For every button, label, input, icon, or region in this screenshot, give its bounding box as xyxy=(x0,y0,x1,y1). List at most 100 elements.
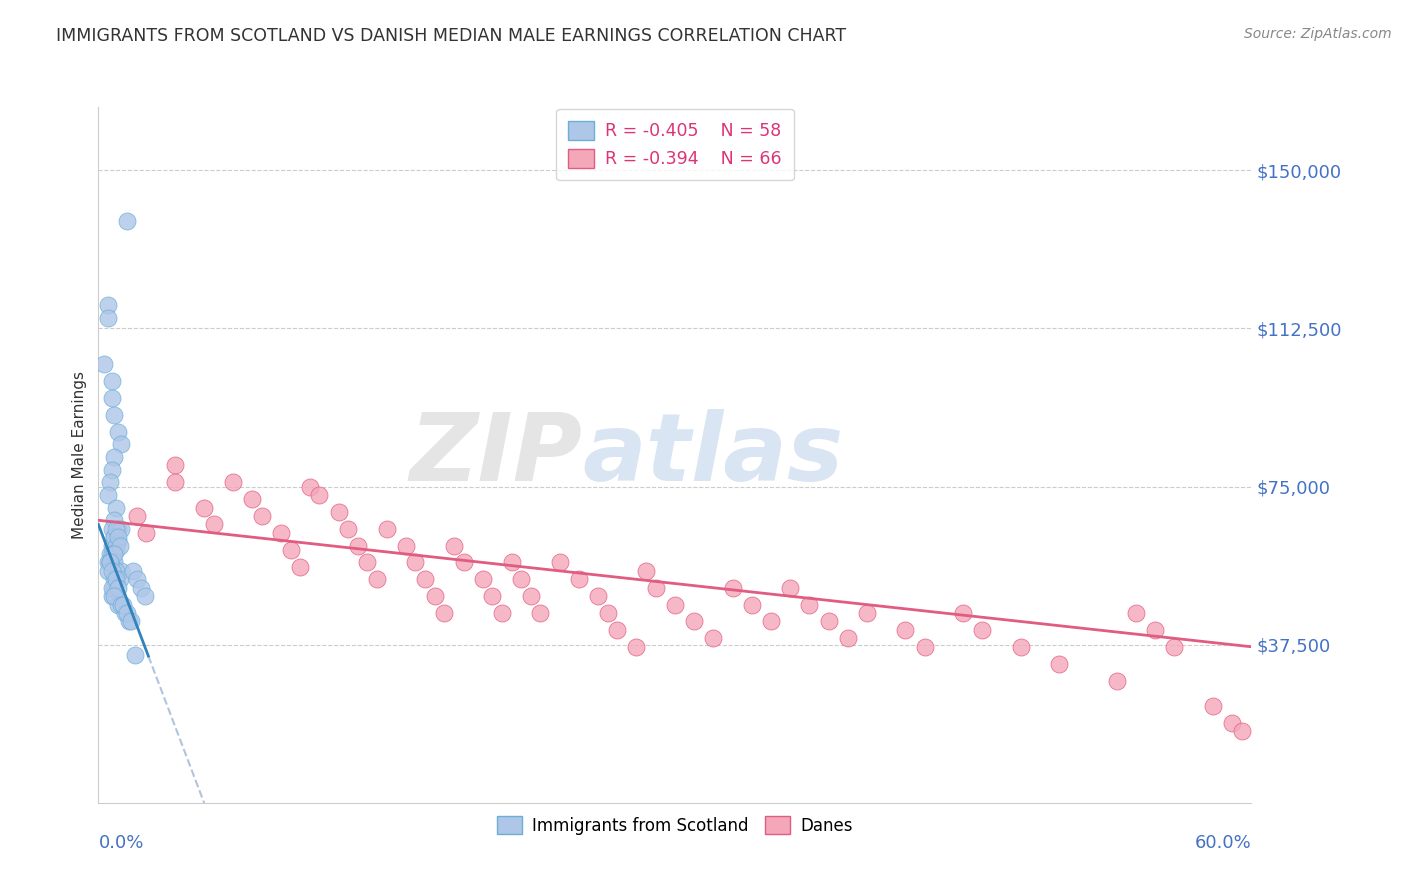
Point xyxy=(107,425,129,439)
Point xyxy=(433,606,456,620)
Point xyxy=(520,589,543,603)
Y-axis label: Median Male Earnings: Median Male Earnings xyxy=(72,371,87,539)
Point xyxy=(337,522,360,536)
Point xyxy=(120,615,142,629)
Point xyxy=(101,539,124,553)
Point xyxy=(103,547,125,561)
Point xyxy=(423,589,446,603)
Point xyxy=(308,488,330,502)
Point xyxy=(112,598,135,612)
Point xyxy=(405,556,427,570)
Point xyxy=(165,475,187,490)
Point xyxy=(93,357,115,371)
Point xyxy=(101,522,124,536)
Point xyxy=(97,310,120,325)
Point xyxy=(741,598,763,612)
Point xyxy=(103,589,125,603)
Point xyxy=(481,589,503,603)
Point xyxy=(626,640,648,654)
Point xyxy=(721,581,744,595)
Point xyxy=(97,488,120,502)
Text: IMMIGRANTS FROM SCOTLAND VS DANISH MEDIAN MALE EARNINGS CORRELATION CHART: IMMIGRANTS FROM SCOTLAND VS DANISH MEDIA… xyxy=(56,27,846,45)
Point xyxy=(636,564,658,578)
Point xyxy=(104,542,127,557)
Point xyxy=(104,500,127,515)
Point xyxy=(1047,657,1070,671)
Point xyxy=(491,606,513,620)
Point xyxy=(366,572,388,586)
Point xyxy=(443,539,465,553)
Point xyxy=(125,509,148,524)
Point xyxy=(471,572,494,586)
Point xyxy=(103,513,125,527)
Point xyxy=(108,572,131,586)
Point xyxy=(107,534,129,549)
Point xyxy=(117,214,139,228)
Point xyxy=(606,623,628,637)
Text: Source: ZipAtlas.com: Source: ZipAtlas.com xyxy=(1244,27,1392,41)
Point xyxy=(125,572,148,586)
Text: 60.0%: 60.0% xyxy=(1195,834,1251,852)
Point xyxy=(118,615,141,629)
Point xyxy=(101,463,124,477)
Point xyxy=(1230,724,1253,739)
Point xyxy=(135,525,157,540)
Point xyxy=(107,522,129,536)
Point xyxy=(683,615,706,629)
Point xyxy=(103,530,125,544)
Point xyxy=(124,648,146,663)
Point xyxy=(110,522,132,536)
Point xyxy=(101,391,124,405)
Point xyxy=(101,374,124,388)
Point xyxy=(1125,606,1147,620)
Point xyxy=(298,479,321,493)
Point xyxy=(107,530,129,544)
Text: atlas: atlas xyxy=(582,409,844,501)
Point xyxy=(664,598,686,612)
Point xyxy=(453,556,475,570)
Point xyxy=(1010,640,1032,654)
Point xyxy=(799,598,821,612)
Point xyxy=(356,556,378,570)
Point xyxy=(250,509,273,524)
Point xyxy=(104,539,127,553)
Point xyxy=(1105,673,1128,688)
Point xyxy=(1220,715,1243,730)
Point xyxy=(101,547,124,561)
Point xyxy=(134,589,156,603)
Point xyxy=(280,542,302,557)
Point xyxy=(1202,698,1225,713)
Point xyxy=(972,623,994,637)
Point xyxy=(702,632,724,646)
Point xyxy=(103,572,125,586)
Point xyxy=(375,522,398,536)
Point xyxy=(101,564,124,578)
Point xyxy=(529,606,551,620)
Point xyxy=(1163,640,1185,654)
Legend: Immigrants from Scotland, Danes: Immigrants from Scotland, Danes xyxy=(489,808,860,843)
Point xyxy=(856,606,879,620)
Point xyxy=(328,505,350,519)
Text: 0.0%: 0.0% xyxy=(98,834,143,852)
Point xyxy=(837,632,859,646)
Point xyxy=(97,298,120,312)
Point xyxy=(165,458,187,473)
Point xyxy=(193,500,215,515)
Point xyxy=(101,589,124,603)
Point xyxy=(97,564,120,578)
Point xyxy=(110,598,132,612)
Point xyxy=(114,606,136,620)
Point xyxy=(222,475,245,490)
Point xyxy=(759,615,782,629)
Point xyxy=(817,615,839,629)
Point xyxy=(290,559,312,574)
Point xyxy=(129,581,152,595)
Point xyxy=(103,408,125,422)
Point xyxy=(644,581,666,595)
Point xyxy=(103,556,125,570)
Point xyxy=(779,581,801,595)
Point xyxy=(104,572,127,586)
Point xyxy=(122,564,145,578)
Point xyxy=(270,525,292,540)
Point xyxy=(596,606,619,620)
